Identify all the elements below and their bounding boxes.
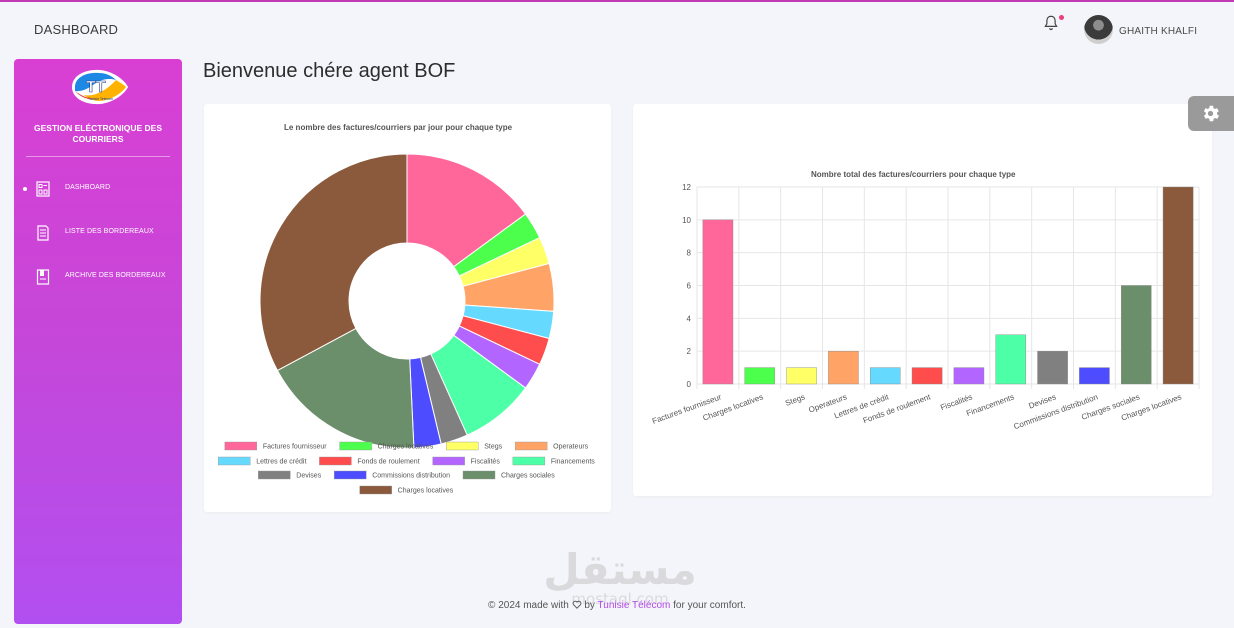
avatar[interactable]: [1084, 15, 1113, 44]
legend-swatch: [258, 470, 291, 480]
sidebar-item-label: LISTE DES BORDEREAUX: [65, 228, 154, 235]
gear-icon: [1203, 105, 1219, 122]
footer-prefix: © 2024 made with: [488, 600, 569, 611]
bar[interactable]: [786, 367, 817, 385]
legend-label: Fiscalités: [471, 459, 501, 466]
bar[interactable]: [702, 219, 734, 385]
sidebar-item-archive-bordereaux[interactable]: ARCHIVE DES BORDEREAUX: [14, 267, 182, 287]
legend-swatch: [446, 441, 479, 451]
page-title: DASHBOARD: [34, 22, 119, 37]
legend-item[interactable]: Charges sociales: [462, 470, 555, 480]
legend-item[interactable]: Devises: [258, 470, 322, 480]
y-tick-label: 8: [687, 249, 692, 258]
legend-item[interactable]: Commissions distribution: [334, 470, 450, 480]
x-tick-label: Stegs: [784, 392, 806, 407]
legend-swatch: [224, 441, 258, 451]
doughnut-slice[interactable]: [259, 153, 408, 372]
legend-item[interactable]: Factures fournisseur: [224, 441, 327, 451]
legend-item[interactable]: Charges locatives: [339, 441, 434, 451]
y-tick-label: 0: [687, 380, 692, 389]
legend-label: Devises: [296, 473, 321, 480]
legend-item[interactable]: Charges locatives: [359, 485, 454, 495]
sidebar-item-liste-bordereaux[interactable]: LISTE DES BORDEREAUX: [14, 223, 182, 243]
legend-swatch: [334, 470, 367, 480]
notification-dot: [1059, 15, 1064, 20]
y-tick-label: 12: [682, 183, 691, 192]
sidebar-item-label: DASHBOARD: [65, 184, 111, 191]
watermark-logo: مستقل mostaql.com: [543, 545, 697, 608]
legend-label: Fonds de roulement: [357, 459, 419, 466]
legend-label: Lettres de crédit: [256, 459, 306, 466]
legend-label: Commissions distribution: [372, 473, 450, 480]
active-indicator: [23, 187, 27, 191]
heart-icon: [572, 600, 581, 609]
legend-swatch: [359, 485, 392, 495]
chart-title: Nombre total des factures/courriers pour…: [811, 170, 1016, 179]
legend-label: Factures fournisseur: [263, 444, 327, 451]
bar-chart-card: Nombre total des factures/courriers pour…: [633, 104, 1212, 496]
svg-text:TT: TT: [86, 79, 106, 96]
footer-suffix: for your comfort.: [673, 600, 746, 611]
footer: © 2024 made with by Tunisie Télécom for …: [0, 600, 1234, 611]
svg-text:مستقل: مستقل: [543, 545, 697, 594]
sidebar-item-dashboard[interactable]: DASHBOARD: [14, 179, 182, 199]
legend-item[interactable]: Operateurs: [514, 441, 589, 451]
legend-item[interactable]: Stegs: [446, 441, 503, 451]
legend-swatch: [512, 456, 546, 466]
list-icon: [37, 225, 49, 241]
sidebar: TT Tunisie Telecom GESTION ELÉCTRONIQUE …: [14, 59, 182, 624]
legend-swatch: [514, 441, 548, 451]
legend-swatch: [432, 456, 465, 466]
legend-swatch: [218, 456, 251, 466]
legend-item[interactable]: Fonds de roulement: [319, 456, 420, 466]
bell-icon[interactable]: [1042, 14, 1060, 32]
doughnut-slice[interactable]: [406, 153, 527, 268]
doughnut-chart-card: Le nombre des factures/courriers par jou…: [204, 104, 611, 512]
svg-text:mostaql.com: mostaql.com: [571, 590, 668, 608]
bar[interactable]: [995, 334, 1027, 385]
bar[interactable]: [1120, 285, 1152, 385]
dashboard-icon: [36, 181, 50, 197]
bar[interactable]: [1162, 186, 1194, 385]
archive-icon: [36, 269, 50, 285]
svg-text:Tunisie Telecom: Tunisie Telecom: [88, 97, 113, 101]
chart-title: Le nombre des factures/courriers par jou…: [284, 123, 513, 132]
y-tick-label: 4: [687, 314, 692, 323]
y-tick-label: 10: [682, 216, 691, 225]
doughnut-chart: Factures fournisseur Charges locatives Ste…: [218, 153, 595, 495]
legend-swatch: [462, 470, 496, 480]
bar[interactable]: [869, 367, 901, 385]
bar[interactable]: [828, 350, 859, 385]
y-tick-label: 6: [687, 282, 692, 291]
welcome-heading: Bienvenue chére agent BOF: [203, 60, 456, 82]
x-tick-label: Factures fournisseur: [651, 392, 723, 426]
legend-swatch: [339, 441, 372, 451]
legend-label: Charges locatives: [378, 444, 434, 451]
tunisie-telecom-logo: TT Tunisie Telecom: [72, 69, 128, 105]
legend-label: Stegs: [484, 444, 502, 451]
settings-button[interactable]: [1188, 96, 1234, 131]
x-tick-label: Financements: [965, 392, 1015, 418]
legend-label: Charges locatives: [398, 488, 454, 495]
legend-label: Operateurs: [553, 444, 589, 451]
legend-label: Charges sociales: [501, 473, 555, 480]
bar[interactable]: [744, 367, 776, 385]
sidebar-item-label: ARCHIVE DES BORDEREAUX: [65, 272, 166, 279]
legend-item[interactable]: Fiscalités: [432, 456, 501, 466]
divider: [26, 156, 170, 157]
user-name[interactable]: GHAITH KHALFI: [1119, 26, 1198, 37]
legend-swatch: [319, 456, 352, 466]
y-tick-label: 2: [687, 347, 692, 356]
legend-item[interactable]: Lettres de crédit: [218, 456, 306, 466]
bar[interactable]: [1079, 367, 1110, 385]
footer-brand-link[interactable]: Tunisie Télécom: [597, 600, 671, 611]
bar[interactable]: [953, 367, 985, 385]
bar[interactable]: [1037, 350, 1068, 385]
bar[interactable]: [911, 367, 943, 385]
legend-item[interactable]: Financements: [512, 456, 595, 466]
legend-label: Financements: [551, 459, 595, 466]
footer-by: by: [584, 600, 595, 611]
sidebar-brand: GESTION ELÉCTRONIQUE DES COURRIERS: [34, 123, 162, 144]
